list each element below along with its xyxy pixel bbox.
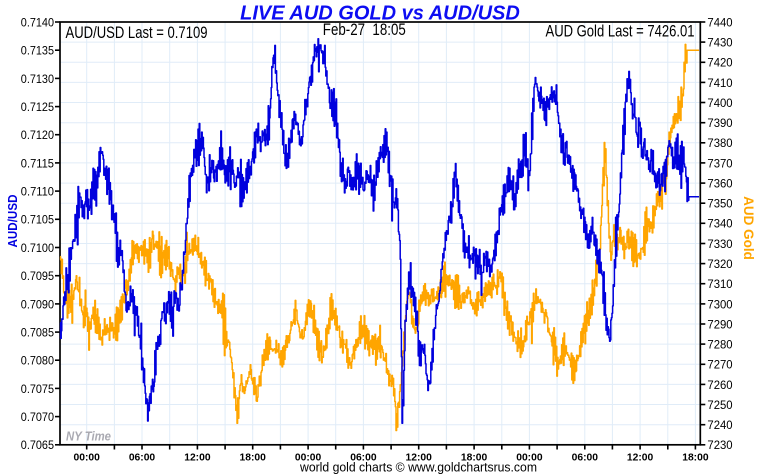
svg-text:18:00: 18:00: [461, 453, 488, 464]
svg-text:7420: 7420: [707, 56, 733, 70]
svg-text:0.7080: 0.7080: [21, 354, 54, 368]
svg-text:AUD Gold: AUD Gold: [741, 196, 756, 260]
svg-text:7380: 7380: [707, 136, 733, 150]
svg-text:7310: 7310: [707, 277, 733, 291]
svg-text:7300: 7300: [707, 297, 733, 311]
svg-text:0.7130: 0.7130: [21, 72, 54, 86]
svg-text:0.7065: 0.7065: [21, 438, 54, 452]
svg-text:world gold charts © www.goldch: world gold charts © www.goldchartsrus.co…: [299, 460, 537, 475]
svg-text:7400: 7400: [707, 96, 733, 110]
svg-text:00:00: 00:00: [74, 453, 101, 464]
svg-text:7240: 7240: [707, 418, 733, 432]
svg-text:AUD/USD Last = 0.7109: AUD/USD Last = 0.7109: [66, 24, 208, 42]
svg-text:7390: 7390: [707, 116, 733, 130]
svg-text:AUD/USD: AUD/USD: [5, 195, 20, 248]
svg-text:0.7070: 0.7070: [21, 410, 54, 424]
svg-text:18:00: 18:00: [682, 453, 709, 464]
svg-text:06:00: 06:00: [350, 453, 377, 464]
svg-text:7350: 7350: [707, 197, 733, 211]
svg-text:00:00: 00:00: [516, 453, 543, 464]
svg-text:7430: 7430: [707, 36, 733, 50]
svg-text:Feb-27 18:05: Feb-27 18:05: [323, 21, 406, 39]
svg-text:18:00: 18:00: [240, 453, 267, 464]
svg-text:7260: 7260: [707, 378, 733, 392]
svg-text:06:00: 06:00: [129, 453, 156, 464]
svg-text:0.7135: 0.7135: [21, 44, 54, 58]
svg-text:AUD Gold Last = 7426.01: AUD Gold Last = 7426.01: [546, 22, 695, 40]
svg-text:0.7090: 0.7090: [21, 297, 54, 311]
svg-text:7330: 7330: [707, 237, 733, 251]
svg-text:0.7140: 0.7140: [21, 15, 54, 29]
svg-text:LIVE AUD GOLD vs AUD/USD: LIVE AUD GOLD vs AUD/USD: [240, 2, 520, 24]
svg-text:12:00: 12:00: [627, 453, 654, 464]
svg-text:7290: 7290: [707, 317, 733, 331]
svg-text:0.7115: 0.7115: [21, 156, 55, 170]
svg-text:12:00: 12:00: [184, 453, 211, 464]
svg-text:7280: 7280: [707, 338, 733, 352]
svg-text:7250: 7250: [707, 398, 733, 412]
svg-text:0.7085: 0.7085: [21, 326, 54, 340]
svg-text:7410: 7410: [707, 76, 733, 90]
svg-text:0.7095: 0.7095: [21, 269, 54, 283]
svg-text:7340: 7340: [707, 217, 733, 231]
svg-text:7270: 7270: [707, 358, 733, 372]
svg-text:0.7105: 0.7105: [21, 213, 54, 227]
svg-text:0.7075: 0.7075: [21, 382, 54, 396]
svg-text:7370: 7370: [707, 156, 733, 170]
svg-text:00:00: 00:00: [295, 453, 322, 464]
svg-text:7320: 7320: [707, 257, 733, 271]
svg-text:NY Time: NY Time: [66, 430, 111, 444]
svg-text:12:00: 12:00: [406, 453, 433, 464]
svg-text:7230: 7230: [707, 438, 733, 452]
svg-text:0.7120: 0.7120: [21, 128, 54, 142]
svg-text:0.7125: 0.7125: [21, 100, 54, 114]
svg-text:7440: 7440: [707, 15, 733, 29]
svg-text:7360: 7360: [707, 177, 733, 191]
svg-text:06:00: 06:00: [572, 453, 599, 464]
svg-text:0.7110: 0.7110: [21, 185, 55, 199]
svg-text:0.7100: 0.7100: [21, 241, 54, 255]
